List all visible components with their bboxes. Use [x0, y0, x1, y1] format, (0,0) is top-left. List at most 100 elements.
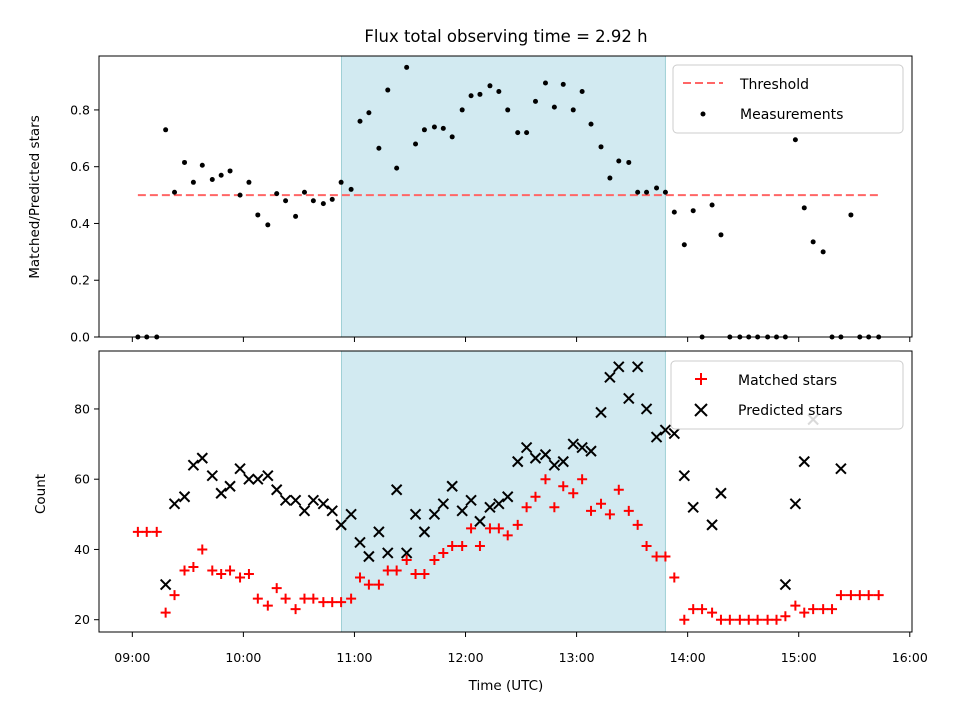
predicted-star-point — [502, 491, 514, 503]
matched-star-point — [132, 526, 143, 537]
measurement-point — [320, 201, 326, 207]
bottom-y-tick-label: 60 — [74, 472, 90, 487]
measurement-point — [654, 185, 660, 191]
matched-star-point — [835, 590, 846, 601]
predicted-star-point — [512, 455, 524, 468]
x-tick-label: 11:00 — [336, 650, 372, 665]
measurement-point — [246, 179, 252, 185]
measurement-point — [542, 80, 548, 86]
matched-star-point — [419, 569, 430, 580]
matched-star-point — [327, 597, 338, 608]
matched-star-point — [216, 569, 227, 580]
count-points — [132, 361, 884, 625]
matched-star-point — [752, 614, 763, 625]
matched-star-point — [457, 540, 468, 551]
matched-star-point — [715, 614, 726, 625]
bottom-y-tick-label: 40 — [74, 542, 90, 557]
x-tick-label: 15:00 — [781, 650, 817, 665]
predicted-star-point — [548, 459, 561, 471]
legend-matched-label: Matched stars — [738, 373, 837, 389]
predicted-star-point — [428, 508, 441, 521]
legend-measurements-label: Measurements — [740, 107, 843, 123]
predicted-star-point — [835, 462, 847, 475]
matched-star-point — [873, 590, 884, 601]
measurement-point — [440, 125, 446, 131]
top-y-tick-label: 0.4 — [70, 216, 90, 231]
matched-star-point — [299, 593, 310, 604]
predicted-star-point — [529, 452, 542, 464]
legend-measurements-swatch — [700, 111, 706, 117]
measurement-point — [848, 212, 854, 218]
measurement-point — [690, 208, 696, 214]
matched-star-point — [613, 484, 624, 495]
legend-predicted-label: Predicted stars — [738, 403, 843, 419]
measurement-point — [662, 189, 668, 195]
top-plot-frame — [98, 55, 913, 338]
measurement-point — [515, 130, 521, 136]
predicted-star-point — [224, 480, 236, 492]
predicted-star-point — [354, 536, 366, 549]
measurement-point — [376, 145, 382, 151]
measurement-point — [385, 87, 391, 93]
matched-star-point — [271, 583, 282, 594]
predicted-star-point — [798, 455, 810, 468]
bottom-x-axis-ticks: 09:00 10:00 11:00 12:00 13:00 14:00 15:00 16:00 — [114, 632, 928, 665]
predicted-star-point — [363, 550, 375, 563]
predicted-star-point — [659, 424, 672, 436]
matched-star-point — [558, 481, 569, 492]
matched-star-point — [780, 611, 791, 622]
bottom-y-axis-ticks: 20 40 60 80 — [74, 401, 99, 627]
top-y-tick-label: 0.2 — [70, 273, 90, 288]
predicted-star-point — [196, 452, 208, 464]
measurement-point — [413, 141, 419, 147]
measurement-point — [681, 242, 687, 248]
top-legend-box — [672, 64, 904, 134]
matched-star-point — [660, 551, 671, 562]
measurement-point — [218, 172, 224, 178]
matched-star-point — [827, 604, 838, 615]
matched-star-point — [641, 540, 652, 551]
matched-star-point — [401, 554, 412, 565]
measurement-point — [477, 91, 483, 97]
chart-title: Flux total observing time = 2.92 h — [364, 27, 647, 46]
matched-star-point — [762, 614, 773, 625]
predicted-star-point — [382, 547, 394, 559]
matched-star-point — [651, 551, 662, 562]
top-y-axis-ticks: 0.0 0.2 0.4 0.6 0.8 — [70, 102, 99, 345]
measurement-point — [459, 107, 465, 113]
matched-star-point — [521, 502, 532, 513]
matched-star-point — [438, 547, 449, 558]
matched-star-point — [623, 505, 634, 516]
predicted-star-point — [446, 480, 458, 492]
measurement-point — [163, 127, 169, 133]
matched-star-point — [466, 523, 477, 534]
matched-star-point — [447, 540, 458, 551]
measurement-point — [487, 83, 493, 89]
predicted-star-point — [418, 526, 431, 538]
measurement-point — [671, 209, 677, 215]
predicted-star-point — [335, 519, 347, 531]
matched-star-point — [743, 614, 754, 625]
measurement-point — [338, 179, 344, 185]
matched-star-point — [151, 526, 162, 537]
matched-star-point — [280, 593, 291, 604]
measurement-point — [431, 124, 437, 130]
predicted-star-point — [307, 494, 320, 506]
predicted-star-point — [789, 498, 802, 510]
matched-star-point — [854, 590, 865, 601]
measurement-point — [570, 107, 576, 113]
measurement-points — [135, 64, 882, 340]
predicted-star-point — [567, 438, 579, 450]
predicted-star-point — [557, 455, 569, 468]
predicted-star-point — [390, 484, 403, 496]
matched-star-point — [493, 523, 504, 534]
predicted-star-point — [178, 491, 191, 503]
predicted-star-point — [345, 508, 357, 521]
matched-star-point — [382, 565, 393, 576]
x-tick-label: 09:00 — [114, 650, 150, 665]
predicted-star-point — [640, 403, 653, 415]
matched-star-point — [474, 540, 485, 551]
x-axis-label: Time (UTC) — [468, 678, 544, 694]
measurement-point — [237, 192, 243, 198]
measurement-point — [810, 239, 816, 245]
